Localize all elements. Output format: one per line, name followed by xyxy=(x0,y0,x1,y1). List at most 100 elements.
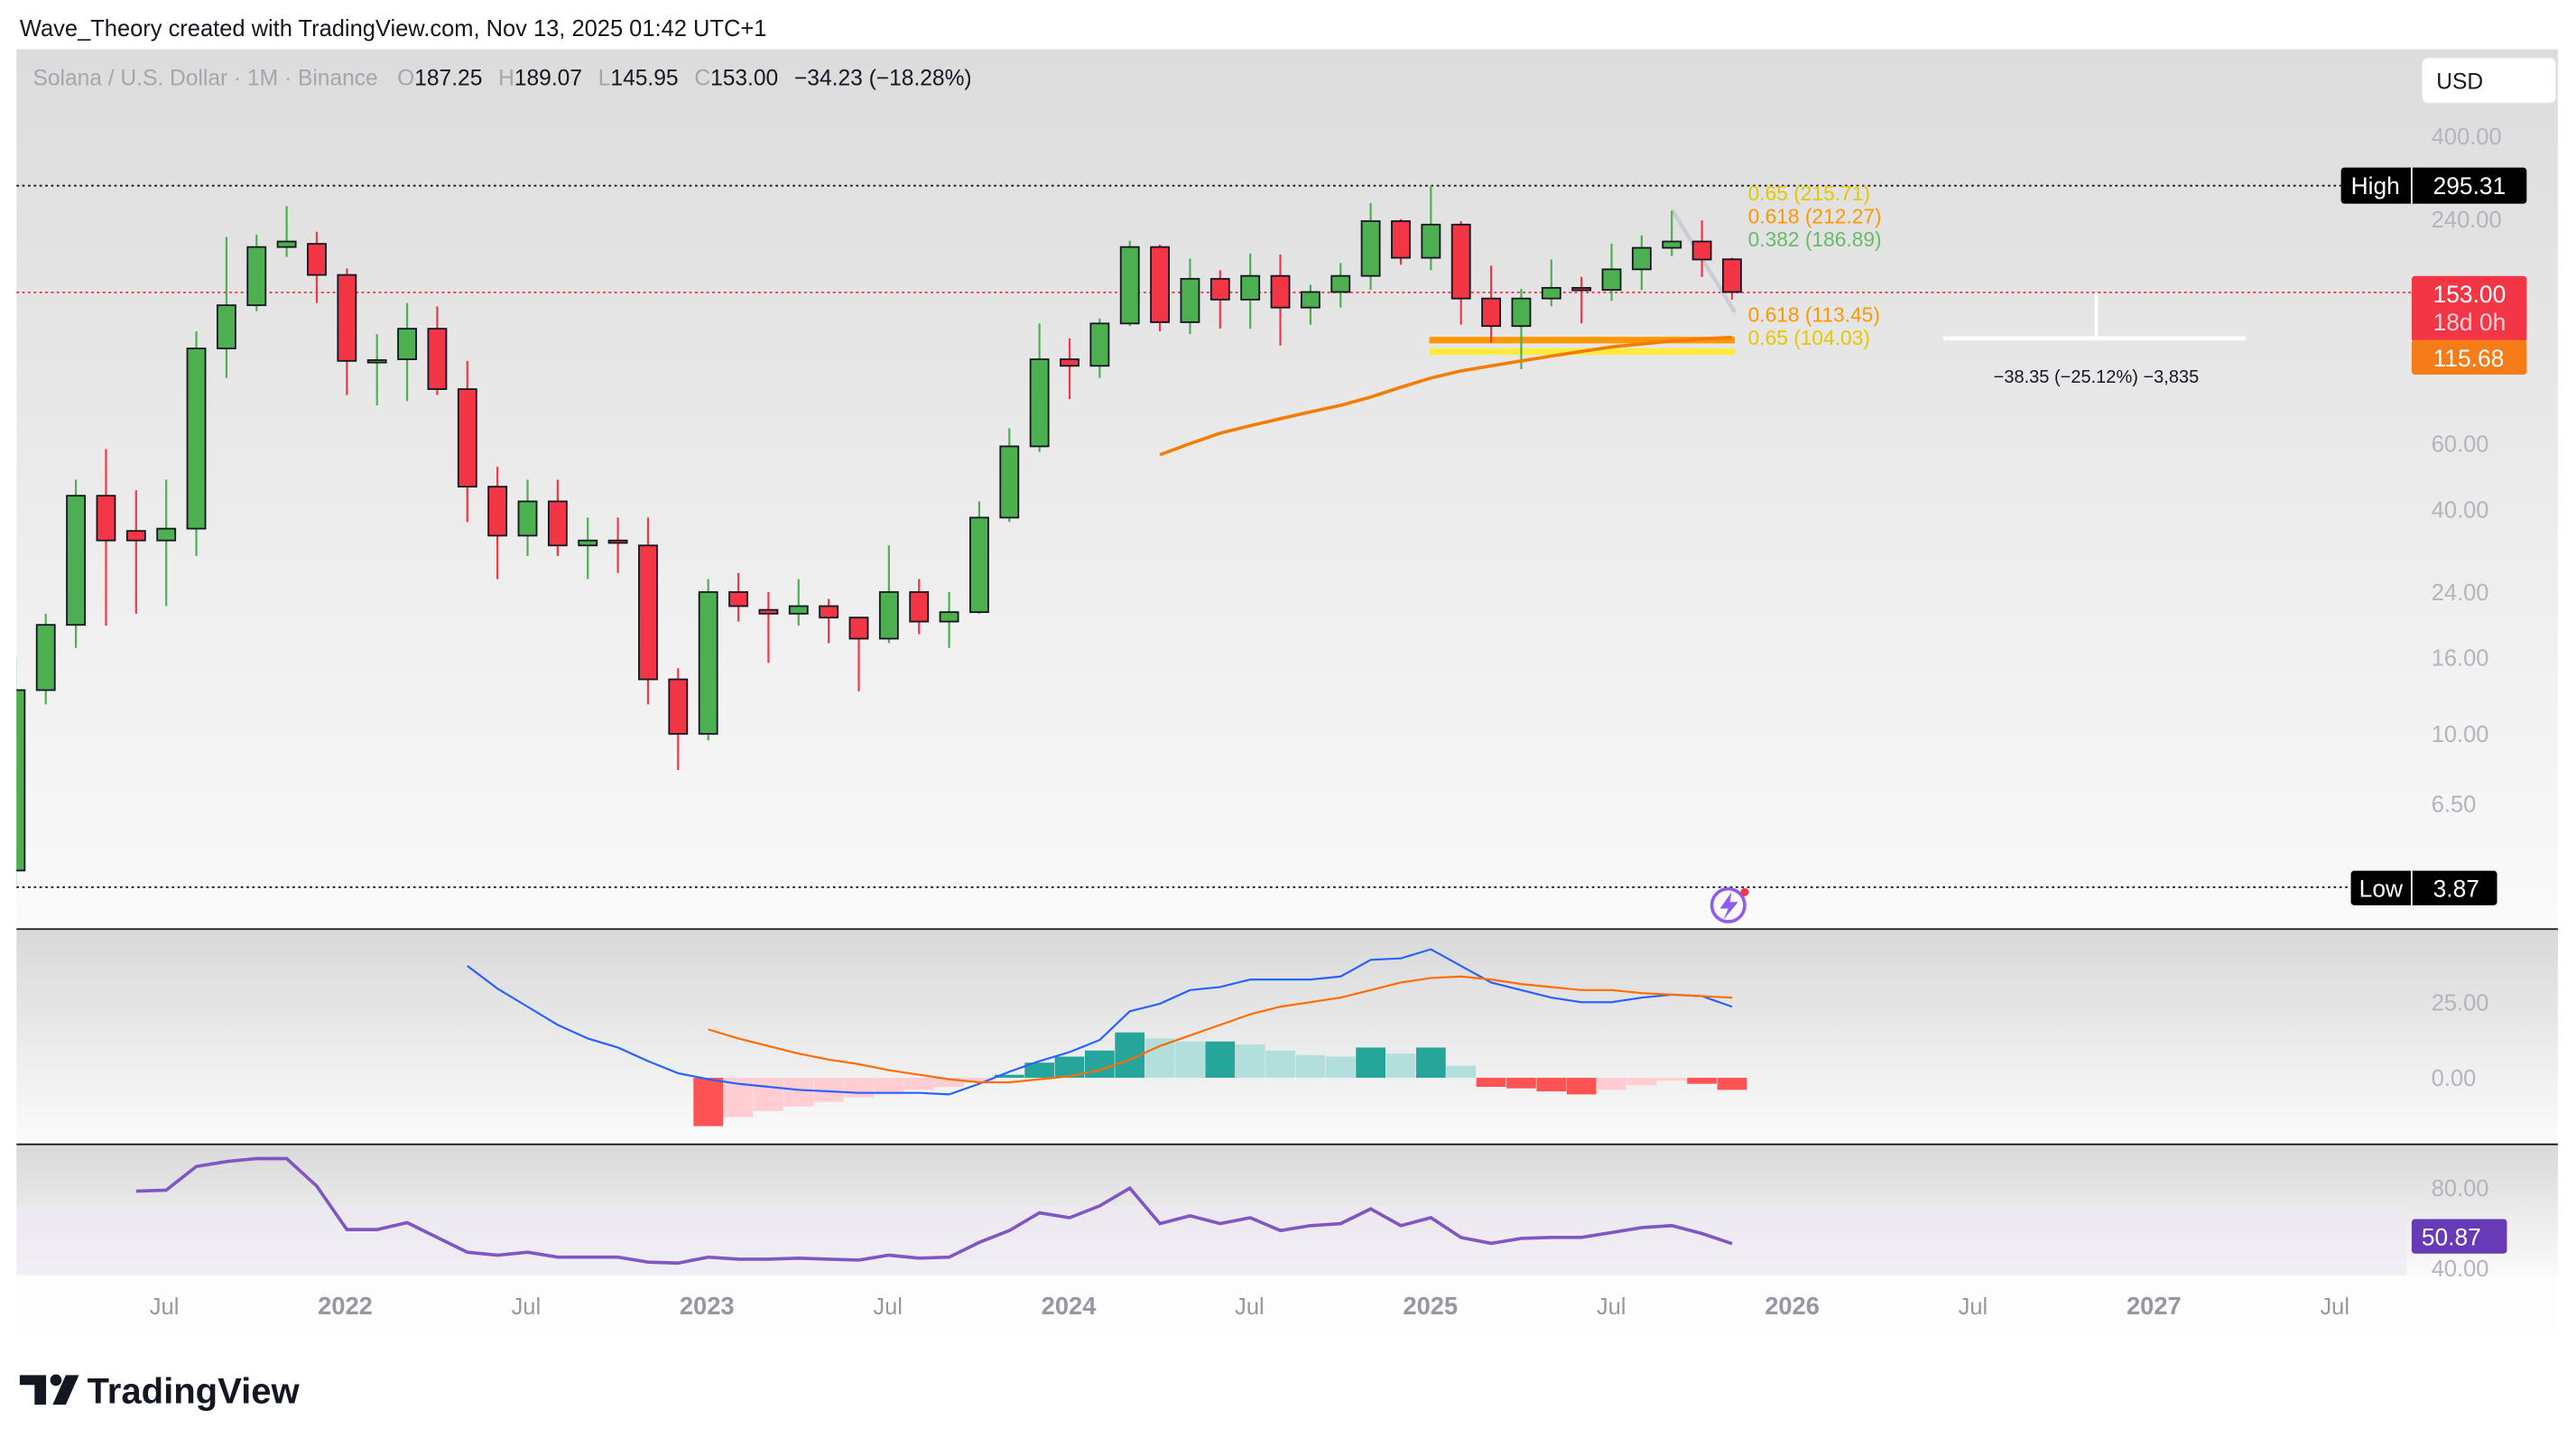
candle-body xyxy=(819,605,839,619)
candle xyxy=(1270,254,1291,346)
candle xyxy=(819,598,839,644)
candle-body xyxy=(1270,274,1291,309)
candle xyxy=(1360,202,1381,291)
candle-body xyxy=(1180,277,1200,323)
macd-histogram-bar xyxy=(1205,1041,1236,1078)
high-label: High 295.31 xyxy=(2340,167,2527,204)
fib-0382-label: 0.382 (186.89) xyxy=(1748,227,1882,251)
macd-axis-25: 25.00 xyxy=(2432,990,2489,1016)
candle xyxy=(1089,318,1110,378)
candle-body xyxy=(578,539,598,547)
candle xyxy=(1180,258,1200,335)
candle xyxy=(246,234,267,311)
candle xyxy=(1421,185,1441,271)
svg-text:USD: USD xyxy=(2436,70,2483,94)
candle xyxy=(848,617,869,691)
macd-histogram-bar xyxy=(754,1077,783,1111)
candle xyxy=(96,449,116,626)
bar-countdown: 18d 0h xyxy=(2433,309,2507,336)
candle-body xyxy=(66,495,86,626)
candle xyxy=(487,467,508,580)
candle-body xyxy=(457,388,477,488)
fib-0618-line xyxy=(1429,337,1736,344)
candle-body xyxy=(1300,291,1320,309)
macd-histogram-bar xyxy=(1235,1044,1265,1078)
candle xyxy=(125,490,146,614)
candle-body xyxy=(698,590,718,735)
candle-body xyxy=(125,530,146,542)
price-axis-tick: 60.00 xyxy=(2432,432,2489,458)
time-axis[interactable] xyxy=(16,1277,2558,1334)
candle xyxy=(607,517,628,573)
candle-body xyxy=(1631,246,1652,271)
candle-body xyxy=(366,359,387,364)
candle xyxy=(1631,235,1652,291)
time-axis-label: 2024 xyxy=(1042,1292,1098,1320)
candle-body xyxy=(939,611,959,623)
lightning-icon[interactable] xyxy=(1710,886,1749,923)
fib-065-top-label: 0.65 (215.71) xyxy=(1748,181,1870,205)
tradingview-logo-icon xyxy=(19,1375,79,1405)
candle-body xyxy=(1209,277,1230,301)
candle xyxy=(216,237,236,378)
macd-histogram-bar xyxy=(1024,1062,1055,1078)
candle xyxy=(517,479,538,556)
candle-body xyxy=(607,539,628,544)
candle xyxy=(66,479,86,648)
candles xyxy=(16,185,1742,886)
macd-histogram-bar xyxy=(844,1077,874,1098)
macd-histogram-bar xyxy=(1536,1077,1567,1092)
svg-text:115.68: 115.68 xyxy=(2433,345,2505,372)
candle xyxy=(337,268,357,395)
candle xyxy=(1391,218,1411,265)
candle xyxy=(909,579,930,635)
macd-histogram-bar xyxy=(1144,1038,1175,1078)
svg-text:50.87: 50.87 xyxy=(2422,1224,2481,1251)
candle xyxy=(547,479,568,556)
candle xyxy=(397,302,417,402)
candle xyxy=(35,613,56,705)
candle-body xyxy=(35,624,56,691)
symbol-title: Solana / U.S. Dollar · 1M · Binance xyxy=(32,67,377,91)
candle xyxy=(1240,253,1261,329)
price-axis[interactable]: 400.00 240.00 60.00 40.00 24.00 16.00 10.00 6.5… xyxy=(2432,125,2502,817)
rsi-axis-80: 80.00 xyxy=(2432,1176,2489,1201)
candle xyxy=(156,479,177,607)
candle xyxy=(1029,323,1050,452)
macd-axis-0: 0.00 xyxy=(2432,1066,2477,1091)
candle-body xyxy=(427,328,448,390)
candle-body xyxy=(1360,220,1381,277)
macd-histogram-bar xyxy=(903,1077,934,1090)
rsi-axis-40: 40.00 xyxy=(2432,1257,2489,1282)
macd-histogram-bar xyxy=(1566,1077,1597,1095)
macd-histogram-bar xyxy=(1054,1056,1085,1078)
time-axis-label: 2025 xyxy=(1403,1292,1458,1320)
candle-body xyxy=(216,304,236,349)
price-axis-tick: 240.00 xyxy=(2432,208,2502,233)
candle-body xyxy=(1029,358,1050,448)
macd-histogram-bar xyxy=(1597,1077,1626,1090)
time-axis-label: Jul xyxy=(873,1294,903,1320)
macd-histogram-bar xyxy=(1656,1077,1687,1081)
candle xyxy=(638,517,658,705)
ema-line xyxy=(1159,335,1733,457)
trend-line[interactable] xyxy=(1670,209,1737,313)
measure-tool[interactable]: −38.35 (−25.12%) −3,835 xyxy=(1943,292,2247,387)
candle xyxy=(457,360,477,523)
price-pane[interactable] xyxy=(16,49,2558,929)
fib-065-label: 0.65 (104.03) xyxy=(1748,326,1870,349)
macd-pane[interactable] xyxy=(16,930,2558,1144)
candle xyxy=(427,306,448,395)
macd-histogram-bar xyxy=(813,1077,844,1102)
rsi-line xyxy=(135,1156,1733,1266)
currency-button[interactable]: USD xyxy=(2420,56,2557,105)
candle-body xyxy=(186,348,207,530)
candle-body xyxy=(337,274,357,362)
candle xyxy=(366,334,387,406)
macd-histogram-bar xyxy=(1717,1077,1747,1090)
time-axis-label: 2026 xyxy=(1765,1292,1820,1320)
candle xyxy=(758,591,779,663)
candle xyxy=(1060,338,1080,400)
candle-body xyxy=(1060,358,1080,367)
